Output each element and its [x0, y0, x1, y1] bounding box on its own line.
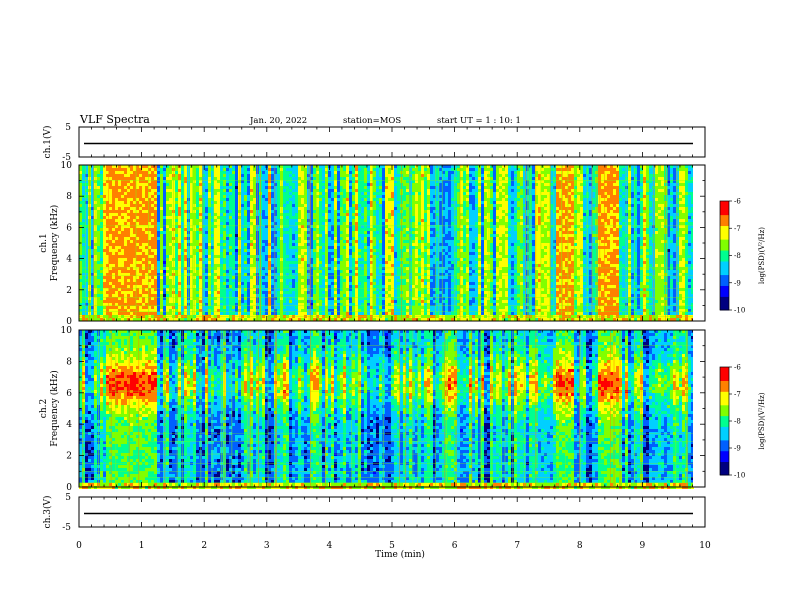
figure-start-time: start UT = 1 : 10: 1 — [437, 116, 521, 126]
ch1-waveform-ytick: -5 — [62, 153, 71, 163]
figure-title: VLF Spectra — [79, 113, 150, 126]
ch3-waveform-ytick: -5 — [62, 523, 71, 533]
x-tick-label: 0 — [76, 541, 82, 551]
ch2-spectrogram-panel: 0 2 4 6 8 10 ch.2 Frequency (kHz) — [39, 326, 706, 493]
x-tick-label: 6 — [452, 541, 458, 551]
ch1-spectrogram-ytick: 10 — [61, 161, 73, 171]
ch1-spectrogram-ytick: 4 — [66, 255, 72, 265]
ch3-waveform-ylabel: ch.3(V) — [42, 496, 53, 529]
ch2-spectrogram-ytick: 0 — [66, 483, 72, 493]
figure-station: station=MOS — [343, 116, 401, 126]
figure-date: Jan. 20, 2022 — [249, 116, 307, 126]
colorbar-tick: -7 — [734, 391, 741, 399]
ch2-spectrogram-ylabel-frequency: Frequency (kHz) — [49, 370, 60, 447]
x-tick-label: 10 — [699, 541, 711, 551]
x-tick-label: 5 — [389, 541, 395, 551]
colorbar-tick: -8 — [734, 418, 741, 426]
ch2-spectrogram-ytick: 2 — [66, 452, 72, 462]
ch1-waveform-ylabel: ch.1(V) — [42, 126, 53, 159]
ch2-spectrogram-ytick: 4 — [66, 420, 72, 430]
ch3-waveform-ytick: 5 — [65, 493, 71, 503]
ch1-spectrogram-panel: 0 2 4 6 8 10 ch.1 Frequency (kHz) — [39, 161, 706, 327]
colorbar-label: log(PSD)(V²/Hz) — [758, 227, 766, 284]
colorbar-tick: -10 — [734, 307, 745, 315]
ch2-spectrogram-interference-lines — [79, 330, 693, 487]
colorbar-tick: -9 — [734, 279, 741, 287]
colorbar-label: log(PSD)(V²/Hz) — [758, 392, 766, 449]
ch2-colorbar: -6 -7 -8 -9 -10 log(PSD)(V²/Hz) — [719, 364, 766, 480]
colorbar-tick: -8 — [734, 252, 741, 260]
ch1-spectrogram-ytick: 8 — [66, 192, 72, 202]
ch1-spectrogram-ytick: 2 — [66, 286, 72, 296]
colorbar-tick: -6 — [734, 198, 741, 206]
ch1-spectrogram-interference-lines — [79, 165, 693, 321]
ch1-spectrogram-ytick: 6 — [66, 223, 72, 233]
x-tick-label: 1 — [139, 541, 145, 551]
ch1-spectrogram-ylabel-frequency: Frequency (kHz) — [49, 205, 60, 282]
colorbar-tick: -6 — [734, 364, 741, 372]
time-axis: 0 1 2 3 4 5 6 7 8 9 10 — [76, 541, 711, 551]
x-tick-label: 4 — [327, 541, 333, 551]
x-tick-label: 8 — [577, 541, 583, 551]
x-tick-label: 7 — [514, 541, 520, 551]
ch1-waveform-ytick: 5 — [65, 123, 71, 133]
colorbar-tick: -7 — [734, 225, 741, 233]
colorbar-tick: -10 — [734, 472, 745, 480]
ch2-spectrogram-ytick: 8 — [66, 357, 72, 367]
x-tick-label: 9 — [640, 541, 646, 551]
ch2-spectrogram-ytick: 6 — [66, 389, 72, 399]
ch1-spectrogram-ytick: 0 — [66, 317, 72, 327]
ch1-spectrogram-ylabel-channel: ch.1 — [39, 233, 49, 252]
ch3-waveform-panel: 5 -5 ch.3(V) — [42, 493, 706, 533]
x-tick-label: 2 — [201, 541, 207, 551]
ch1-waveform-panel: 5 -5 ch.1(V) — [42, 123, 706, 163]
ch1-colorbar: -6 -7 -8 -9 -10 log(PSD)(V²/Hz) — [719, 198, 766, 315]
x-tick-label: 3 — [264, 541, 270, 551]
x-axis-label: Time (min) — [375, 549, 425, 560]
colorbar-tick: -9 — [734, 445, 741, 453]
ch2-spectrogram-ylabel-channel: ch.2 — [39, 399, 49, 418]
ch2-spectrogram-ytick: 10 — [61, 326, 73, 336]
